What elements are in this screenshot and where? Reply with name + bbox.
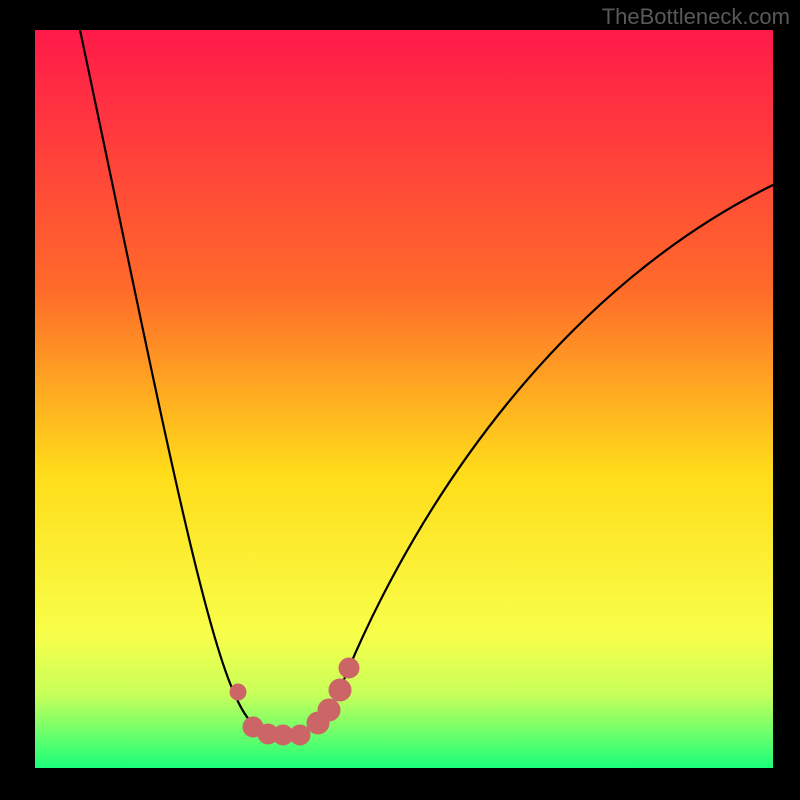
watermark-text: TheBottleneck.com [602,4,790,30]
curve-marker [290,725,310,745]
bottleneck-curve [80,30,773,734]
curve-marker [339,658,359,678]
marker-group [230,658,359,745]
curve-marker [230,684,246,700]
curve-svg [0,0,800,800]
curve-marker [329,679,351,701]
curve-marker [318,699,340,721]
chart-container: TheBottleneck.com [0,0,800,800]
